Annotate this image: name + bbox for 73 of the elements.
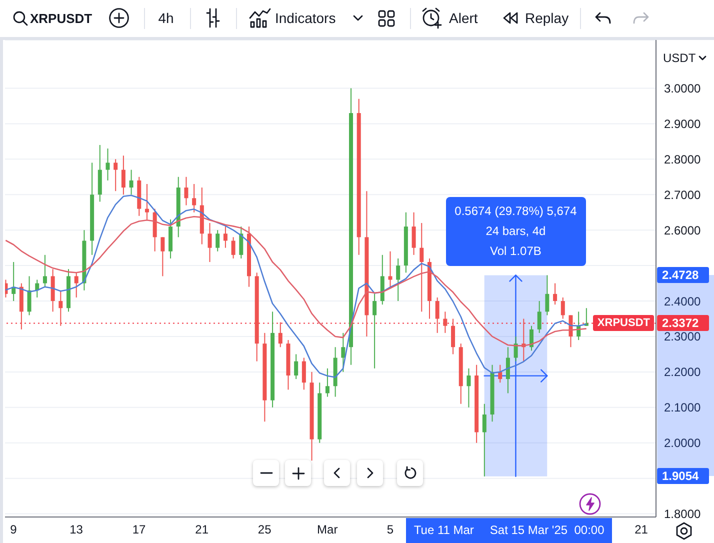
candlestick bbox=[223, 226, 228, 248]
candlestick bbox=[27, 276, 32, 316]
x-tick-label: 17 bbox=[132, 522, 146, 537]
candlestick bbox=[498, 364, 502, 384]
candlestick bbox=[530, 325, 534, 352]
y-tick-label: 2.1000 bbox=[664, 400, 702, 415]
x-tick-label: 9 bbox=[10, 522, 18, 537]
text: Tue 11 Mar bbox=[406, 518, 482, 543]
line-series bbox=[5, 194, 588, 378]
candlestick bbox=[114, 158, 118, 192]
x-tick-label: Mar bbox=[317, 522, 338, 537]
x-tick-label: 21 bbox=[634, 522, 648, 537]
candlestick bbox=[42, 254, 47, 288]
x-tick-label: 5 bbox=[386, 522, 394, 537]
candlestick bbox=[443, 311, 448, 334]
candlestick bbox=[192, 183, 196, 213]
y-tick-label: 2.9000 bbox=[664, 116, 702, 131]
candlestick bbox=[216, 230, 220, 252]
y-tick-label: 2.3000 bbox=[664, 330, 702, 344]
candlestick bbox=[341, 332, 346, 372]
y-tick-label: 2.4000 bbox=[664, 294, 702, 308]
candlestick bbox=[325, 368, 330, 398]
candlestick bbox=[302, 357, 306, 390]
chart-title: XRPUSDT bbox=[30, 10, 92, 28]
y-tick-label: 2.0000 bbox=[664, 436, 702, 450]
candlestick bbox=[294, 354, 298, 380]
candlestick bbox=[396, 258, 400, 302]
chart-subtitle: 4h bbox=[158, 9, 174, 28]
candlestick bbox=[184, 176, 188, 206]
y-tick-label: 2.2000 bbox=[664, 365, 702, 380]
candlestick bbox=[537, 300, 542, 334]
text: 1.9054 bbox=[657, 468, 709, 484]
x-tick-label: 21 bbox=[195, 522, 209, 537]
y-tick-label: 2.8000 bbox=[664, 152, 702, 166]
text: Indicators bbox=[275, 9, 336, 28]
text: 2.4728 bbox=[657, 267, 709, 284]
ref-line-label: XRPUSDT bbox=[593, 315, 654, 332]
candlestick bbox=[239, 226, 244, 259]
candlestick bbox=[58, 290, 63, 326]
y-axis-title: USDT bbox=[663, 50, 696, 66]
text: Sat 15 Mar '25 00:00 bbox=[482, 518, 612, 543]
x-tick-label: 13 bbox=[70, 522, 84, 537]
candlestick bbox=[412, 212, 416, 256]
candlestick bbox=[420, 222, 424, 312]
candlestick bbox=[121, 155, 126, 196]
candlestick bbox=[144, 183, 149, 220]
candlestick bbox=[129, 169, 134, 196]
band-label: 0.5674 (29.78%) 5,674 24 bars, 4d Vol 1.07B bbox=[454, 203, 578, 260]
text: 2.3372 bbox=[657, 315, 709, 332]
candlestick bbox=[231, 236, 236, 259]
candlestick bbox=[482, 403, 486, 477]
text: Replay bbox=[525, 9, 569, 28]
candlestick bbox=[560, 296, 565, 320]
y-tick-label: 3.0000 bbox=[664, 81, 702, 96]
candlestick bbox=[451, 318, 456, 355]
text: Alert bbox=[449, 9, 478, 28]
candlestick bbox=[466, 368, 471, 408]
candlestick bbox=[278, 322, 282, 348]
candlestick bbox=[160, 236, 165, 277]
y-tick-label: 1.8000 bbox=[664, 507, 702, 522]
x-tick-label: 25 bbox=[258, 522, 272, 537]
y-tick-label: 2.6000 bbox=[664, 223, 702, 238]
candlestick bbox=[506, 346, 510, 394]
candlestick bbox=[372, 293, 377, 369]
candlestick bbox=[514, 336, 518, 362]
candlestick bbox=[74, 272, 78, 298]
candlestick bbox=[545, 274, 550, 316]
y-tick-label: 2.7000 bbox=[664, 188, 702, 202]
candlestick bbox=[208, 222, 212, 263]
candlestick bbox=[388, 250, 392, 288]
candlestick bbox=[435, 296, 440, 334]
candlestick bbox=[553, 282, 558, 306]
candlestick bbox=[106, 148, 110, 181]
